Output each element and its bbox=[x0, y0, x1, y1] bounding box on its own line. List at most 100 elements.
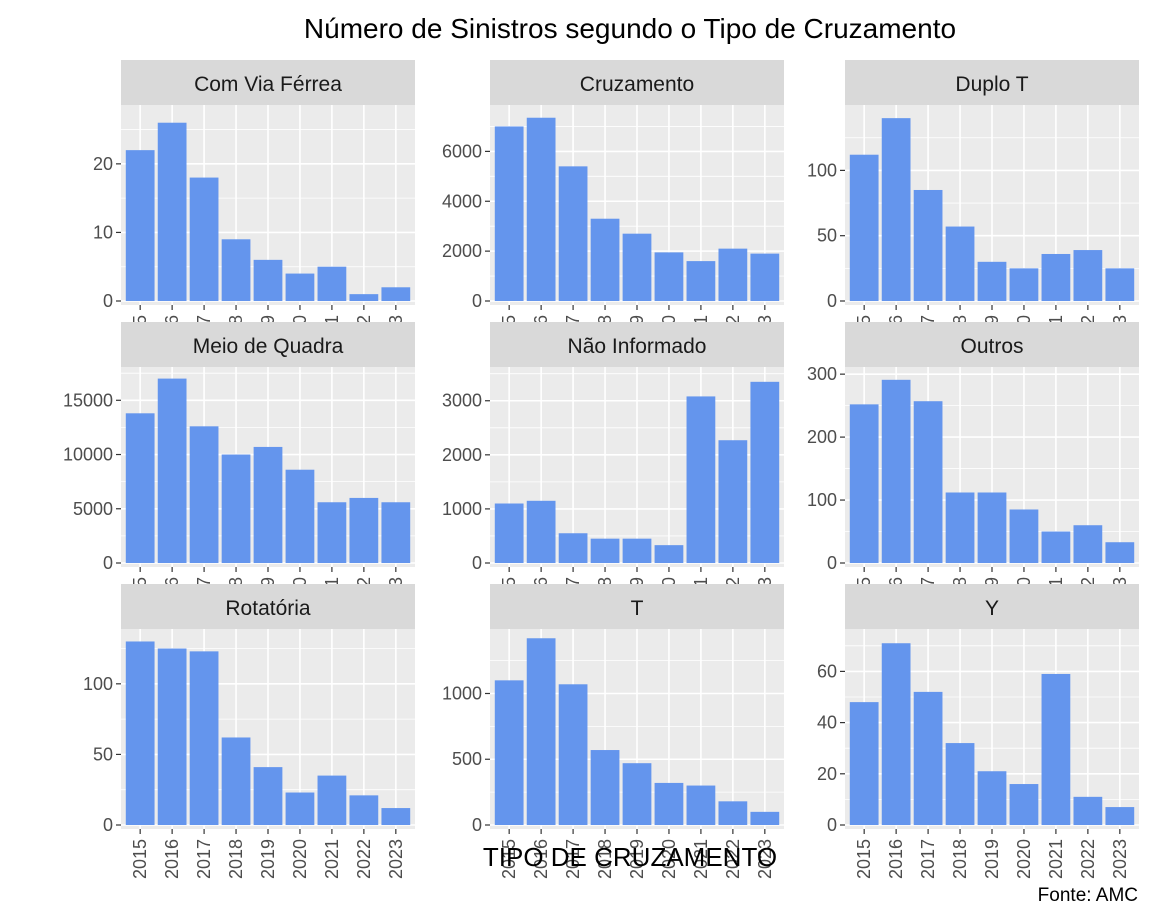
y-tick-label: 5000 bbox=[73, 499, 113, 519]
facet-strip-label: Rotatória bbox=[225, 597, 311, 620]
bar-2015 bbox=[125, 150, 155, 301]
x-tick-label: 2022 bbox=[723, 839, 743, 879]
bar-2019 bbox=[253, 767, 283, 825]
bar-2019 bbox=[977, 771, 1007, 825]
y-tick-label: 1000 bbox=[442, 683, 482, 703]
x-tick-label: 2019 bbox=[627, 839, 647, 879]
x-tick-label: 2019 bbox=[982, 839, 1002, 879]
facet-strip-label: Cruzamento bbox=[580, 73, 694, 96]
bar-2018 bbox=[590, 538, 620, 563]
x-tick-label: 2023 bbox=[755, 839, 775, 879]
bar-2016 bbox=[881, 643, 911, 825]
bar-2020 bbox=[285, 273, 315, 301]
x-tick-label: 2022 bbox=[1078, 839, 1098, 879]
bar-2020 bbox=[1009, 509, 1039, 563]
facet-n-o-informado: Não Informado010002000300020152016201720… bbox=[442, 322, 784, 617]
y-tick-label: 60 bbox=[817, 661, 837, 681]
bar-2016 bbox=[526, 117, 556, 302]
bar-2020 bbox=[1009, 784, 1039, 825]
x-tick-label: 2018 bbox=[950, 839, 970, 879]
y-tick-label: 300 bbox=[807, 364, 837, 384]
bar-2015 bbox=[849, 154, 879, 301]
facet-grid: Com Via Férrea 0 10 20 2015 2016 2017 2018 2019 2… bbox=[63, 60, 1139, 879]
bar-2018 bbox=[945, 743, 975, 825]
bar-2016 bbox=[881, 118, 911, 302]
bar-2022 bbox=[1073, 525, 1103, 563]
chart-title: Número de Sinistros segundo o Tipo de Cr… bbox=[304, 13, 956, 44]
bar-2019 bbox=[977, 261, 1007, 301]
bar-2018 bbox=[945, 492, 975, 563]
bar-2022 bbox=[1073, 250, 1103, 301]
bar-2017 bbox=[558, 533, 588, 563]
bar-2016 bbox=[157, 648, 187, 825]
x-tick-label: 2021 bbox=[322, 839, 342, 879]
y-tick-label: 0 bbox=[472, 815, 482, 835]
y-tick-label: 3000 bbox=[442, 391, 482, 411]
bar-2017 bbox=[558, 166, 588, 301]
bar-2019 bbox=[253, 259, 283, 301]
facet-strip bbox=[490, 60, 784, 105]
y-tick-label: 2000 bbox=[442, 445, 482, 465]
y-tick-label: 50 bbox=[93, 744, 113, 764]
bar-2022 bbox=[349, 294, 379, 301]
x-axis-label: TIPO DE CRUZAMENTO bbox=[483, 842, 777, 872]
bar-2015 bbox=[494, 503, 524, 563]
y-tick-label: 10 bbox=[93, 222, 113, 242]
bar-2023 bbox=[750, 253, 780, 301]
y-tick-label: 0 bbox=[827, 291, 837, 311]
bar-2022 bbox=[349, 795, 379, 825]
y-tick-label: 0 bbox=[472, 291, 482, 311]
bar-2020 bbox=[1009, 268, 1039, 301]
bar-2016 bbox=[157, 378, 187, 563]
bar-2022 bbox=[718, 440, 748, 563]
bar-2015 bbox=[849, 702, 879, 825]
y-tick-label: 2000 bbox=[442, 241, 482, 261]
bar-2021 bbox=[317, 775, 347, 825]
bar-2023 bbox=[750, 811, 780, 825]
bar-2015 bbox=[849, 404, 879, 563]
facet-strip bbox=[845, 322, 1139, 367]
bar-2023 bbox=[750, 381, 780, 563]
facet-strip-label: Y bbox=[985, 597, 999, 620]
bar-2022 bbox=[718, 248, 748, 301]
x-tick-label: 2018 bbox=[226, 839, 246, 879]
y-tick-label: 0 bbox=[103, 815, 113, 835]
facet-rotat-ria: Rotatória 0 50 100 2015 2016 2017 2018 2019 2020 2… bbox=[83, 584, 415, 879]
bar-2015 bbox=[494, 126, 524, 301]
x-tick-label: 2016 bbox=[886, 839, 906, 879]
bar-2015 bbox=[125, 413, 155, 563]
facet-strip bbox=[121, 584, 415, 629]
y-tick-label: 200 bbox=[807, 427, 837, 447]
bar-2019 bbox=[622, 538, 652, 563]
bar-2021 bbox=[317, 266, 347, 301]
y-tick-label: 100 bbox=[83, 674, 113, 694]
facet-t: T 0 500 1000 2015 2016 2017 2018 2019 2020 2021 202… bbox=[442, 584, 784, 879]
facet-strip-label: Meio de Quadra bbox=[193, 335, 344, 358]
y-tick-label: 40 bbox=[817, 713, 837, 733]
facet-strip-label: Não Informado bbox=[568, 335, 707, 358]
x-tick-label: 2016 bbox=[162, 839, 182, 879]
x-tick-label: 2016 bbox=[531, 839, 551, 879]
bar-2017 bbox=[913, 401, 943, 563]
facet-cruzamento: Cruzamento020004000600020152016201720182… bbox=[442, 60, 784, 355]
bar-2022 bbox=[1073, 796, 1103, 825]
bar-2021 bbox=[317, 502, 347, 563]
bar-2016 bbox=[526, 638, 556, 825]
bar-2020 bbox=[285, 469, 315, 563]
facet-y: Y 0 20 40 60 2015 2016 2017 2018 2019 2020 2021 2022… bbox=[817, 584, 1139, 879]
x-tick-label: 2017 bbox=[918, 839, 938, 879]
bar-2017 bbox=[189, 177, 219, 301]
bar-2018 bbox=[221, 737, 251, 825]
y-tick-label: 10000 bbox=[63, 445, 113, 465]
bar-2018 bbox=[221, 239, 251, 301]
y-tick-label: 100 bbox=[807, 160, 837, 180]
facet-duplo-t: Duplo T050100201520162017201820192020202… bbox=[807, 60, 1139, 355]
y-tick-label: 15000 bbox=[63, 390, 113, 410]
facet-strip-label: Duplo T bbox=[955, 73, 1028, 96]
y-tick-label: 0 bbox=[827, 553, 837, 573]
bar-2022 bbox=[349, 497, 379, 563]
facet-strip bbox=[121, 322, 415, 367]
bar-2020 bbox=[285, 792, 315, 825]
bar-2018 bbox=[221, 454, 251, 563]
